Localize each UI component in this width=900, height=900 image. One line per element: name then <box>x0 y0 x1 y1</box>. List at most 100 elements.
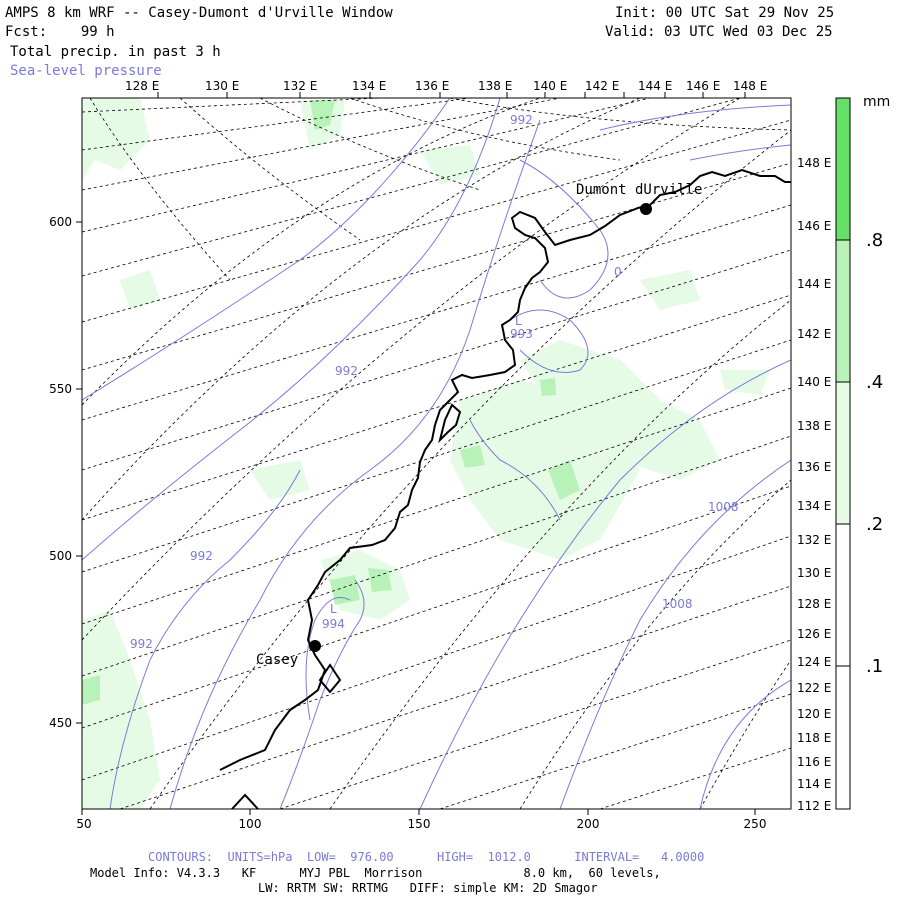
dumont-station-marker <box>640 203 652 215</box>
colorbar-label: .8 <box>866 230 883 251</box>
x-tick-label: 50 <box>76 817 91 831</box>
axis-ticks <box>76 92 756 815</box>
right-lon-label: 136 E <box>797 460 831 474</box>
right-lon-label: 112 E <box>797 799 831 813</box>
colorbar-segment-white-bottom <box>836 666 850 809</box>
colorbar-segment-dark <box>836 98 850 240</box>
top-lon-label: 148 E <box>733 79 767 93</box>
right-lon-label: 144 E <box>797 277 831 291</box>
top-lon-label: 144 E <box>638 79 672 93</box>
contours-info: CONTOURS: UNITS=hPa LOW= 976.00 HIGH= 10… <box>148 850 705 864</box>
coastline <box>219 168 791 809</box>
precip-shading <box>82 98 770 809</box>
longitude-lines <box>82 98 791 809</box>
right-lon-label: 138 E <box>797 419 831 433</box>
top-lon-label: 142 E <box>585 79 619 93</box>
precip-area-light <box>250 460 310 500</box>
y-tick-label: 500 <box>49 549 72 563</box>
right-lon-label: 134 E <box>797 499 831 513</box>
colorbar-label: .4 <box>866 372 883 393</box>
x-tick-labels: 50 100 150 200 250 <box>76 817 766 831</box>
contour-labels: 992 992 992 992 993 994 1008 1008 L L 0 <box>130 113 739 651</box>
top-lon-label: 130 E <box>205 79 239 93</box>
contour-label: 0 <box>614 265 622 279</box>
precip-area-mid <box>82 675 100 705</box>
x-tick-label: 100 <box>239 817 262 831</box>
precip-area-light <box>82 98 150 180</box>
precip-area-mid <box>540 378 556 396</box>
precip-area-light <box>120 270 160 310</box>
physics-info: LW: RRTM SW: RRTMG DIFF: simple KM: 2D S… <box>258 881 598 895</box>
dumont-station-label: Dumont dUrville <box>576 182 702 198</box>
field-description: Total precip. in past 3 h <box>10 44 221 60</box>
casey-station-marker <box>309 640 321 652</box>
x-tick-label: 200 <box>577 817 600 831</box>
colorbar-segment-mid <box>836 240 850 382</box>
colorbar-segment-white <box>836 524 850 666</box>
right-lon-label: 130 E <box>797 566 831 580</box>
top-lon-label: 136 E <box>415 79 449 93</box>
contour-label: 992 <box>130 637 153 651</box>
top-lon-label: 140 E <box>533 79 567 93</box>
right-lon-label: 120 E <box>797 707 831 721</box>
right-lon-label: 124 E <box>797 655 831 669</box>
right-lon-label: 122 E <box>797 681 831 695</box>
y-tick-label: 600 <box>49 215 72 229</box>
contour-label: L <box>515 314 522 328</box>
y-tick-label: 550 <box>49 382 72 396</box>
precip-area-light <box>82 610 160 809</box>
init-time: Init: 00 UTC Sat 29 Nov 25 <box>615 5 835 21</box>
x-tick-label: 150 <box>408 817 431 831</box>
valid-time: Valid: 03 UTC Wed 03 Dec 25 <box>605 24 833 40</box>
precip-area-mid <box>310 100 335 130</box>
top-lon-label: 134 E <box>352 79 386 93</box>
contour-label: 1008 <box>708 500 739 514</box>
precip-area-mid <box>548 460 580 500</box>
overlay-description: Sea-level pressure <box>10 63 162 79</box>
contour-label: 992 <box>190 549 213 563</box>
x-tick-label: 250 <box>744 817 767 831</box>
right-lon-label: 142 E <box>797 327 831 341</box>
top-lon-label: 132 E <box>283 79 317 93</box>
colorbar-segment-light <box>836 382 850 524</box>
right-lon-label: 132 E <box>797 533 831 547</box>
map-title: AMPS 8 km WRF -- Casey-Dumont d'Urville … <box>5 5 393 21</box>
precip-area-mid <box>330 575 360 605</box>
colorbar <box>835 97 851 810</box>
y-tick-label: 450 <box>49 716 72 730</box>
right-lon-label: 146 E <box>797 219 831 233</box>
contour-label: L <box>330 602 337 616</box>
forecast-hour: Fcst: 99 h <box>5 24 115 40</box>
right-lon-label: 118 E <box>797 731 831 745</box>
precip-area-mid <box>460 445 485 468</box>
top-lon-label: 128 E <box>125 79 159 93</box>
colorbar-label: .2 <box>866 514 883 535</box>
plot-frame <box>81 97 792 810</box>
contour-label: 992 <box>335 364 358 378</box>
top-lon-label: 146 E <box>686 79 720 93</box>
contour-label: 1008 <box>662 597 693 611</box>
y-tick-labels: 600 550 500 450 <box>49 215 72 730</box>
right-lon-label: 114 E <box>797 777 831 791</box>
precip-area-light <box>420 145 480 185</box>
colorbar-units: mm <box>863 94 890 110</box>
precip-area-light <box>640 270 700 310</box>
right-lon-label: 116 E <box>797 755 831 769</box>
top-lon-label: 138 E <box>478 79 512 93</box>
contour-label: 994 <box>322 617 345 631</box>
contour-label: 992 <box>510 113 533 127</box>
latitude-lines <box>82 98 791 809</box>
right-lon-label: 126 E <box>797 627 831 641</box>
casey-station-label: Casey <box>256 652 298 668</box>
contour-label: 993 <box>510 327 533 341</box>
pressure-contours <box>82 98 791 809</box>
right-lon-label: 148 E <box>797 156 831 170</box>
right-longitude-labels: 148 E 146 E 144 E 142 E 140 E 138 E 136 … <box>797 156 831 813</box>
colorbar-labels: mm .8 .4 .2 .1 <box>863 94 890 677</box>
right-lon-label: 140 E <box>797 375 831 389</box>
precip-area-light <box>520 340 720 480</box>
top-longitude-labels: 128 E 130 E 132 E 134 E 136 E 138 E 140 … <box>125 79 767 93</box>
colorbar-label: .1 <box>866 656 883 677</box>
right-lon-label: 128 E <box>797 597 831 611</box>
